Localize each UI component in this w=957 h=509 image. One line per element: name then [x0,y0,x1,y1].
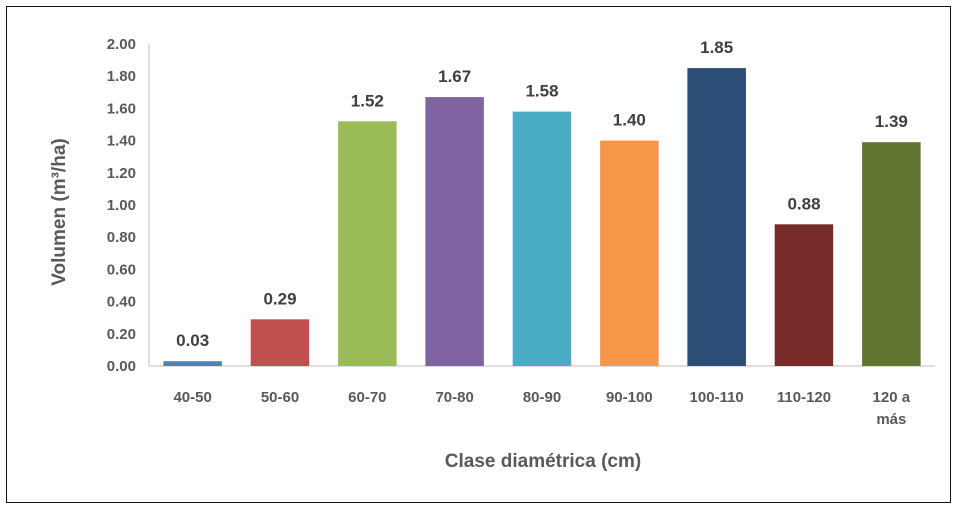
data-label: 1.58 [525,82,558,101]
data-label: 0.03 [176,331,209,350]
y-tick-label: 1.80 [107,68,136,85]
bar [862,142,921,366]
data-label: 1.67 [438,67,471,86]
bar [600,140,659,366]
x-tick-label: 60-70 [348,389,386,406]
bar [512,111,572,366]
x-tick-label: 80-90 [523,389,561,406]
y-tick-label: 0.40 [107,294,136,311]
x-axis-title: Clase diamétrica (cm) [445,451,641,472]
y-tick-label: 1.20 [107,165,136,182]
x-tick-label: 100-110 [690,389,744,406]
y-tick-label: 2.00 [107,36,136,53]
y-tick-label: 1.40 [107,133,136,150]
y-axis-title: Volumen (m³/ha) [49,138,70,285]
data-label: 1.85 [700,38,733,57]
bar [774,224,834,366]
bar [338,121,397,366]
bar [687,68,746,366]
y-tick-label: 0.20 [107,326,136,343]
data-label: 0.29 [263,289,296,308]
y-tick-label: 1.00 [107,197,136,214]
x-tick-label: 70-80 [435,389,473,406]
bar [163,361,222,366]
bars [163,68,921,366]
data-label: 0.88 [787,194,820,213]
data-label: 1.39 [875,112,908,131]
bar [250,319,310,366]
y-tick-label: 0.60 [107,261,136,278]
y-tick-label: 1.60 [107,100,136,117]
x-axis-ticks: 40-50 50-60 60-70 70-80 80-90 90-100 100-110 11… [173,389,910,428]
chart-frame: 0.00 0.20 0.40 0.60 0.80 1.00 1.20 1.40 1.60 1.80… [6,6,951,503]
x-tick-label: 50-60 [261,389,299,406]
data-label: 1.52 [351,91,384,110]
y-tick-label: 0.80 [107,229,136,246]
x-tick-label: 40-50 [173,389,211,406]
data-label: 1.40 [613,111,646,130]
x-tick-label: 120 a más [873,389,911,428]
x-tick-label: 110-120 [777,389,831,406]
y-axis-ticks: 0.00 0.20 0.40 0.60 0.80 1.00 1.20 1.40 1.60 1.80… [107,36,136,375]
bar-chart: 0.00 0.20 0.40 0.60 0.80 1.00 1.20 1.40 1.60 1.80… [49,36,935,472]
bar [425,97,484,366]
data-labels: 0.03 0.29 1.52 1.67 1.58 1.40 1.85 0.88 1.39 [176,38,908,350]
y-tick-label: 0.00 [107,358,136,375]
x-tick-label: 90-100 [606,389,653,406]
